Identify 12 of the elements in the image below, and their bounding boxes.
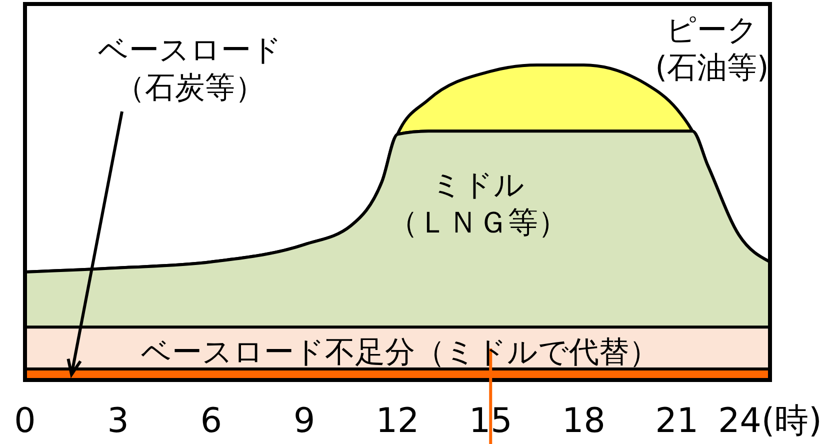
series-label: ミドル（ＬＮＧ等） bbox=[388, 168, 568, 240]
band-label: ベースロード不足分（ミドルで代替） bbox=[141, 335, 659, 370]
x-tick-label: 9 bbox=[294, 401, 316, 441]
x-tick-label: 18 bbox=[562, 401, 606, 441]
series-label: ピーク(石油等) bbox=[655, 13, 769, 86]
x-tick-label: 24(時) bbox=[718, 401, 822, 441]
x-tick-label: 0 bbox=[14, 401, 36, 441]
x-tick-label: 21 bbox=[655, 401, 699, 441]
band-label: ベースロード（石炭等） bbox=[98, 33, 282, 106]
x-tick-label: 3 bbox=[107, 401, 129, 441]
x-tick-label: 6 bbox=[200, 401, 222, 441]
x-tick-label: 12 bbox=[376, 401, 420, 441]
